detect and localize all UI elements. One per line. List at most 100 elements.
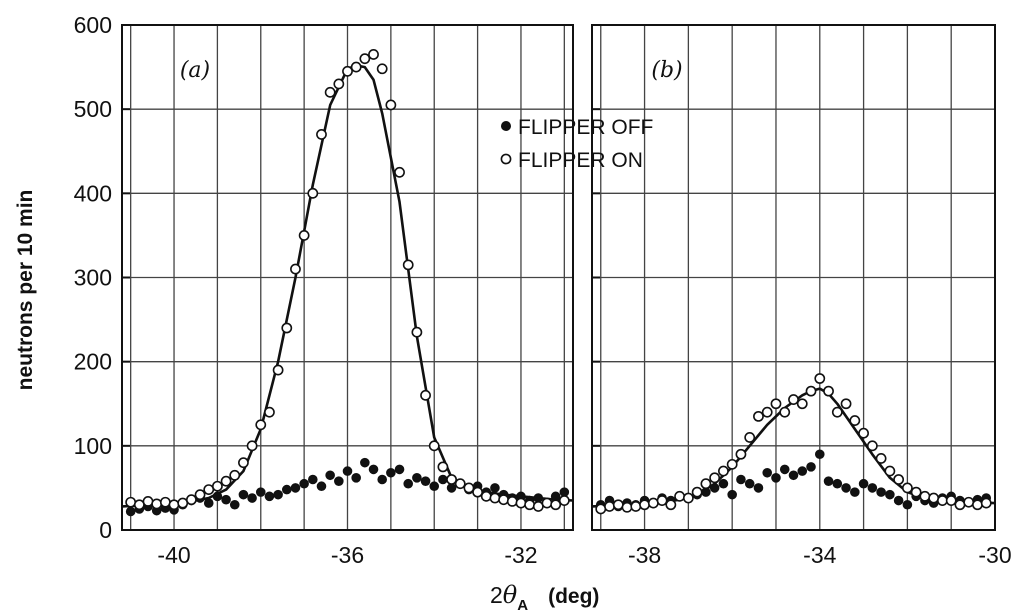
flipper-off-point — [412, 473, 422, 483]
flipper-off-point — [814, 449, 825, 460]
flipper-on-point — [718, 465, 729, 477]
flipper-on-point — [281, 322, 293, 334]
flipper-off-point — [559, 487, 570, 497]
panel-b: -38 -34 -30 (b) — [591, 24, 1012, 568]
flipper-on-point — [133, 499, 145, 511]
panel-label: (b) — [651, 58, 682, 83]
flipper-on-point — [604, 501, 615, 512]
y-tick-label: 600 — [74, 12, 112, 38]
flipper-off-point — [550, 491, 561, 502]
flipper-on-point — [875, 453, 887, 464]
flipper-on-point — [691, 486, 703, 498]
flipper-off-point — [876, 487, 886, 497]
y-axis-label: neutrons per 10 min — [14, 190, 37, 391]
flipper-on-point — [796, 398, 808, 410]
flipper-on-point — [972, 499, 983, 511]
flipper-on-point — [858, 427, 869, 439]
flipper-on-point — [446, 474, 457, 485]
flipper-on-point — [532, 501, 544, 512]
flipper-on-point — [428, 440, 440, 452]
flipper-off-point — [351, 473, 361, 483]
flipper-on-point — [630, 501, 642, 512]
flipper-off-point — [334, 476, 344, 486]
flipper-off-point — [902, 499, 913, 510]
flipper-on-point — [298, 230, 310, 241]
flipper-on-point — [665, 499, 677, 511]
flipper-on-point — [656, 495, 668, 506]
flipper-on-point — [272, 364, 284, 376]
fit-curve — [591, 387, 996, 508]
flipper-on-point — [884, 465, 896, 477]
flipper-on-point — [472, 486, 483, 498]
flipper-off-point — [125, 506, 136, 517]
y-tick-labels: 0 100 200 300 400 500 600 — [74, 12, 112, 543]
flipper-off-point — [858, 478, 869, 489]
flipper-off-point — [316, 481, 327, 492]
flipper-on-point — [928, 492, 940, 504]
flipper-off-point — [788, 470, 799, 481]
flipper-on-point — [307, 187, 319, 199]
flipper-on-point — [595, 503, 607, 515]
flipper-off-point — [438, 474, 448, 485]
flipper-on-point — [849, 415, 861, 426]
flipper-off-point — [771, 473, 781, 483]
flipper-on-point — [761, 406, 773, 418]
flipper-off-point — [841, 483, 851, 493]
flipper-on-point — [177, 497, 189, 509]
flipper-on-point — [980, 497, 992, 509]
flipper-off-point — [255, 487, 266, 497]
flipper-on-point — [437, 461, 449, 473]
flipper-on-point — [368, 49, 379, 60]
flipper-off-point — [212, 491, 223, 502]
flipper-off-point — [806, 462, 816, 472]
flipper-on-point — [229, 469, 241, 481]
flipper-on-point — [919, 490, 931, 502]
flipper-off-point — [727, 489, 737, 500]
flipper-on-point — [814, 373, 826, 384]
flipper-on-point — [840, 398, 852, 410]
flipper-off-point — [264, 491, 275, 502]
flipper-off-point — [797, 466, 808, 476]
y-tick-label: 200 — [74, 349, 112, 375]
flipper-off-point — [368, 464, 379, 475]
flipper-on-point — [342, 65, 353, 77]
flipper-off-point — [753, 483, 764, 493]
flipper-off-point — [281, 484, 292, 495]
flipper-on-point — [726, 458, 738, 470]
panel-label: (a) — [180, 58, 210, 83]
flipper-on-point — [937, 495, 948, 506]
flipper-on-point — [506, 495, 518, 507]
flipper-on-point — [682, 492, 694, 504]
flipper-on-point — [779, 406, 791, 418]
flipper-on-point — [893, 474, 905, 485]
flipper-on-point — [255, 419, 267, 431]
flipper-off-point — [823, 476, 834, 486]
x-tick-label: -32 — [504, 542, 537, 568]
flipper-on-point — [316, 129, 327, 140]
flipper-on-point — [194, 489, 206, 501]
flipper-on-point — [463, 482, 475, 494]
flipper-off-point — [893, 495, 904, 506]
x-axis-label-sub: A — [517, 597, 528, 612]
flipper-on-point — [945, 495, 957, 506]
flipper-on-point — [963, 496, 975, 508]
legend-label: FLIPPER ON — [518, 149, 643, 172]
flipper-on-point — [489, 492, 501, 504]
legend-label: FLIPPER OFF — [518, 116, 653, 139]
flipper-off-point — [247, 493, 257, 503]
flipper-on-point — [350, 61, 362, 73]
flipper-on-point — [212, 480, 223, 492]
flipper-on-point — [480, 490, 492, 502]
x-tick-label: -38 — [628, 542, 661, 568]
flipper-off-point — [308, 474, 318, 485]
flipper-on-point — [647, 497, 659, 509]
flipper-on-point — [735, 448, 747, 460]
flipper-on-point — [700, 478, 712, 490]
flipper-off-point — [832, 478, 843, 489]
flipper-on-point — [901, 482, 913, 494]
flipper-on-point — [159, 496, 171, 508]
flipper-off-point — [885, 489, 895, 500]
flipper-on-point — [709, 472, 721, 484]
flipper-off-point — [360, 457, 370, 468]
flipper-on-point — [753, 410, 764, 422]
